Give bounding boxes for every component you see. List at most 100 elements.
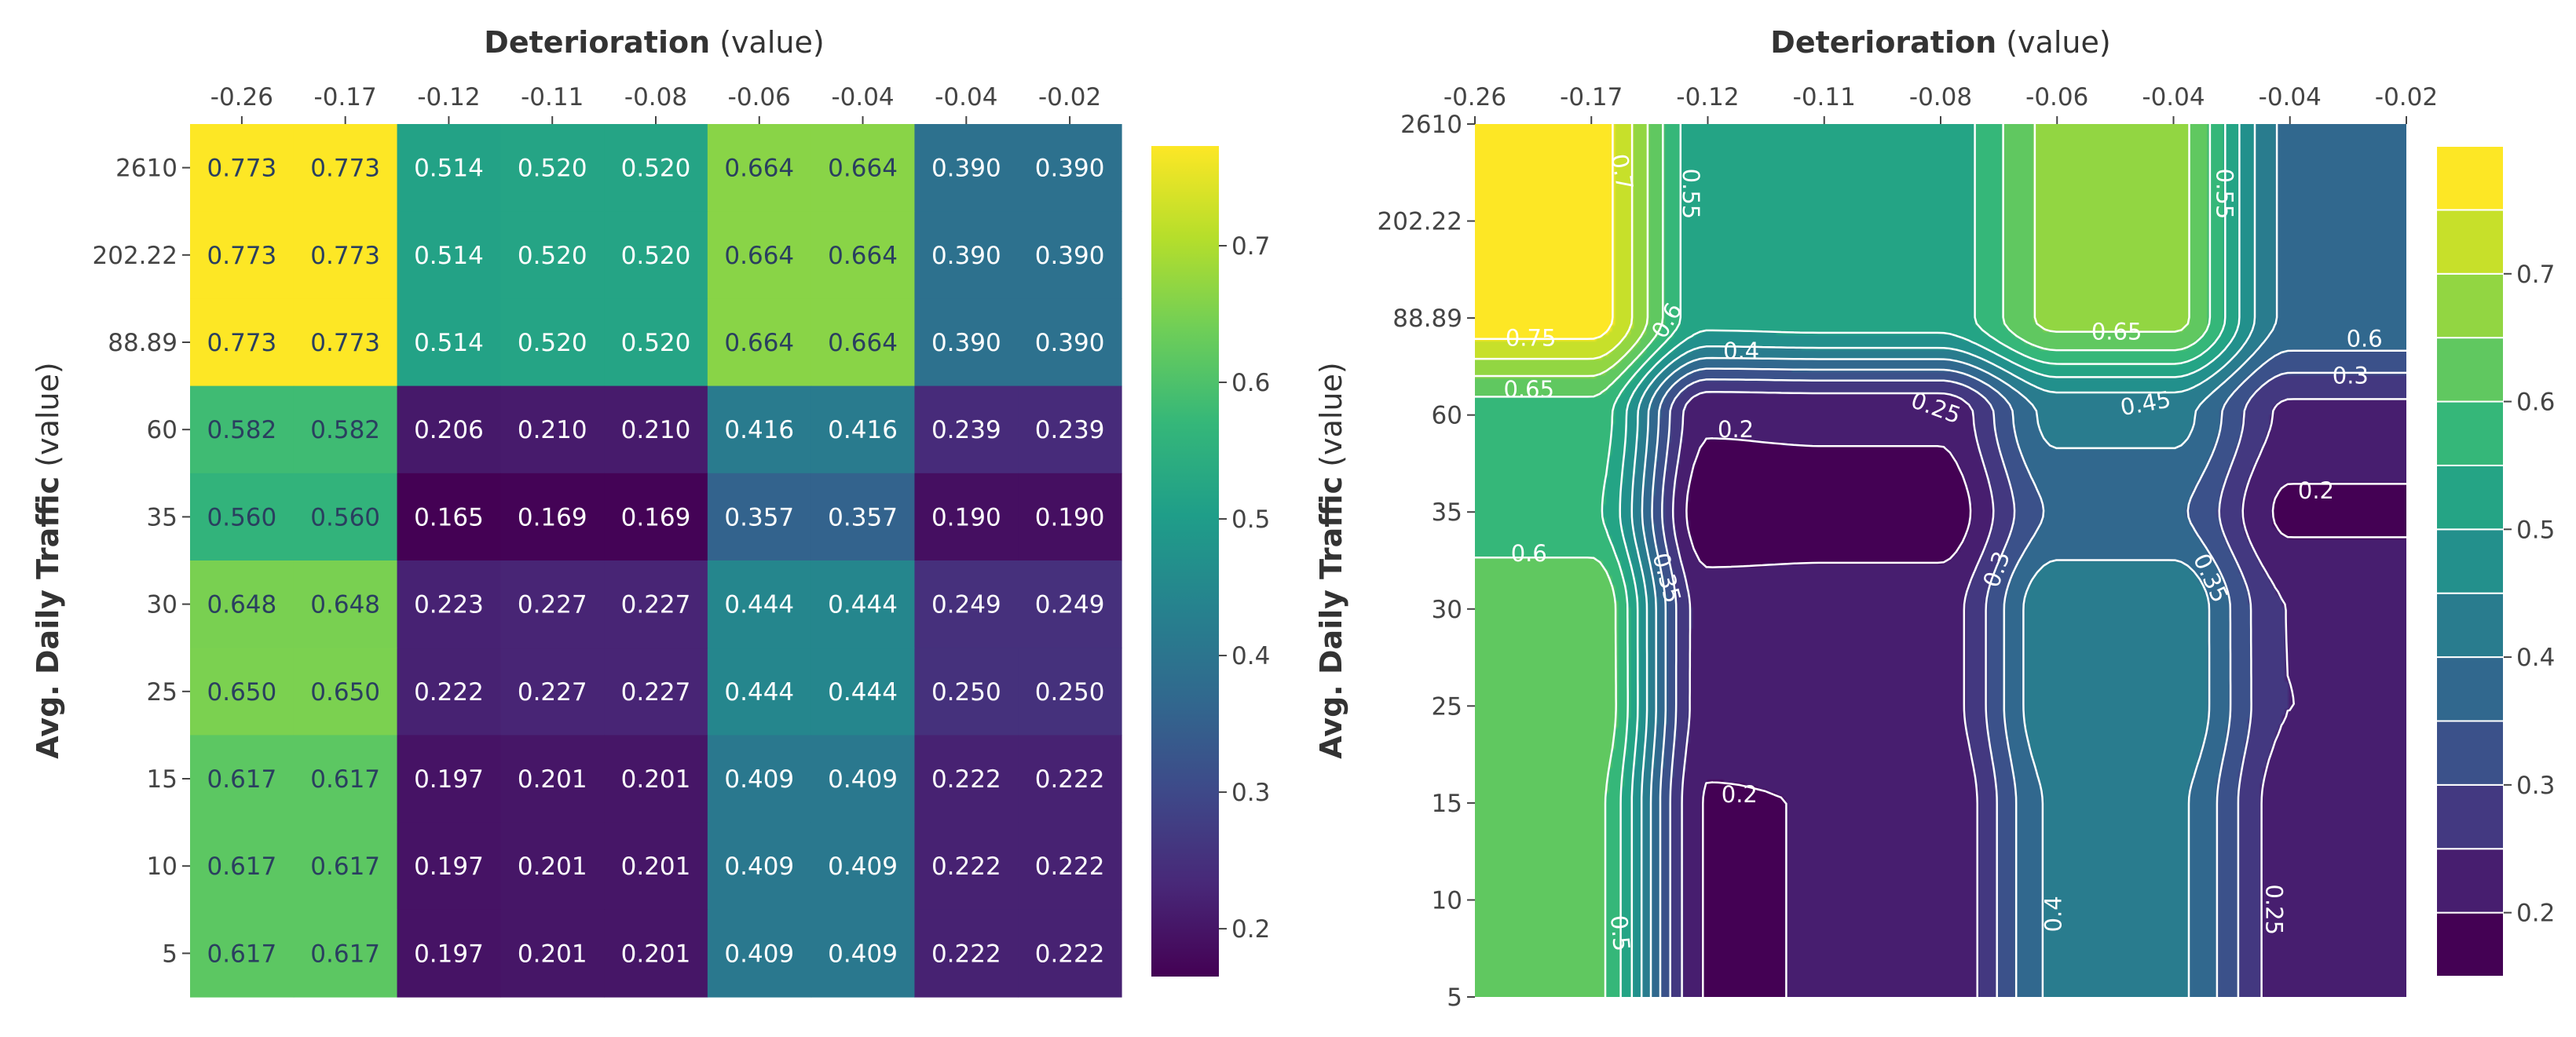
heatmap-cell-label: 0.664: [828, 155, 898, 183]
contour-line: [1475, 124, 2212, 997]
heatmap-cell: [1018, 560, 1122, 648]
x-tick-label: -0.04: [935, 83, 997, 111]
heatmap-cell-label: 0.582: [310, 416, 380, 444]
heatmap-cell: [810, 909, 916, 998]
contour-level-label: 0.7: [1606, 152, 1638, 192]
contour-level-label: 0.65: [2091, 319, 2142, 345]
y-tick-label: 5: [1447, 984, 1462, 1012]
heatmap-cell-label: 0.201: [518, 853, 587, 881]
heatmap-cell-label: 0.409: [828, 765, 898, 794]
heatmap-cell-label: 0.390: [1035, 155, 1105, 183]
contour-plot: 0.7 0.55 0.6 0.55 0.75 0.6 0.4 0.65 0.65 0.25 0.4 5…: [1314, 25, 2438, 1012]
colorbar-tick-label: 0.2: [2516, 900, 2555, 928]
heatmap-cell: [293, 822, 398, 911]
heatmap-cell-label: 0.357: [724, 503, 794, 531]
contour-y-ticks: 2610 202.22 88.89 60 35 30 25 15 10 5: [1378, 111, 1475, 1012]
contour-level-label: 0.6: [1511, 540, 1547, 567]
heatmap-cell-label: 0.190: [931, 503, 1001, 531]
heatmap-x-axis-title: Deterioration (value): [484, 25, 824, 60]
contour-lines: [1475, 124, 2406, 997]
heatmap-colorbar-ticks: 0.2 0.3 0.4 0.5 0.6 0.7: [1219, 232, 1270, 944]
contour-x-ticks: -0.26 -0.17 -0.12 -0.11 -0.08 -0.06 -0.04 -0.04…: [1444, 83, 2438, 124]
y-tick-label: 35: [147, 503, 177, 531]
heatmap-cell-label: 0.206: [414, 416, 484, 444]
heatmap-cell-label: 0.390: [931, 155, 1001, 183]
heatmap-cell-label: 0.773: [310, 329, 380, 357]
x-tick-label: -0.12: [1676, 83, 1739, 111]
contour-line: [1475, 124, 2190, 378]
heatmap-cell-label: 0.648: [310, 591, 380, 619]
heatmap-cell-label: 0.773: [310, 155, 380, 183]
colorbar-band: [2435, 592, 2505, 659]
y-tick-label: 88.89: [108, 329, 177, 357]
heatmap-cell: [810, 211, 916, 299]
heatmap-cell-label: 0.169: [621, 503, 691, 531]
heatmap-cell-label: 0.250: [1035, 678, 1105, 707]
heatmap-cell-label: 0.664: [724, 155, 794, 183]
heatmap-cell: [1018, 211, 1122, 299]
colorbar-tick-label: 0.5: [1231, 506, 1270, 534]
heatmap-cell: [397, 560, 501, 648]
heatmap-cell: [810, 735, 916, 823]
colorbar-band: [2435, 272, 2505, 339]
contour-line: [1619, 124, 2241, 997]
heatmap-cell-label: 0.227: [621, 678, 691, 707]
heatmap-cells: 0.773 0.773 0.514 0.520 0.520 0.664 0.664 0.390…: [190, 124, 1122, 998]
heatmap-cell-label: 0.409: [828, 940, 898, 968]
colorbar-tick-label: 0.5: [2516, 516, 2555, 544]
heatmap-cell-label: 0.650: [310, 678, 380, 707]
contour-level-label: 0.6: [2347, 326, 2383, 352]
heatmap-cell-label: 0.222: [1035, 765, 1105, 794]
y-tick-label: 2610: [1400, 111, 1462, 139]
heatmap-cell-label: 0.617: [310, 940, 380, 968]
heatmap-cell-label: 0.664: [724, 242, 794, 270]
heatmap-cell-label: 0.444: [724, 591, 794, 619]
colorbar-band: [2435, 400, 2505, 466]
heatmap-cell: [190, 211, 295, 299]
heatmap-cell-label: 0.197: [414, 853, 484, 881]
colorbar-tick-label: 0.3: [1231, 779, 1270, 807]
heatmap-cell-label: 0.390: [931, 329, 1001, 357]
heatmap-cell-label: 0.650: [207, 678, 277, 707]
heatmap-cell-label: 0.223: [414, 591, 484, 619]
heatmap-cell: [190, 648, 295, 736]
heatmap-cell: [707, 298, 812, 387]
heatmap-cell-label: 0.664: [828, 329, 898, 357]
heatmap-cell: [293, 560, 398, 648]
contour-level-label: 0.65: [1503, 376, 1554, 403]
heatmap-colorbar: 0.2 0.3 0.4 0.5 0.6 0.7: [1151, 146, 1270, 977]
heatmap-cell: [500, 909, 605, 998]
contour-level-label: 0.2: [2298, 477, 2334, 504]
heatmap-cell-label: 0.197: [414, 765, 484, 794]
heatmap-cell: [707, 385, 812, 474]
heatmap-cell: [397, 735, 501, 823]
colorbar-tick-label: 0.4: [1231, 642, 1270, 670]
heatmap-cell: [604, 385, 708, 474]
y-tick-label: 88.89: [1392, 305, 1462, 333]
heatmap-cell-label: 0.409: [724, 940, 794, 968]
heatmap-cell-label: 0.664: [828, 242, 898, 270]
heatmap-cell-label: 0.514: [414, 329, 484, 357]
heatmap-cell-label: 0.520: [621, 155, 691, 183]
heatmap-cell-label: 0.520: [621, 242, 691, 270]
y-tick-label: 60: [147, 416, 177, 444]
heatmap-cell: [1018, 385, 1122, 474]
heatmap-cell-label: 0.239: [1035, 416, 1105, 444]
heatmap-cell: [914, 735, 1019, 823]
contour-level-label: 0.2: [1722, 781, 1758, 808]
y-tick-label: 2610: [115, 155, 177, 183]
colorbar-tick-label: 0.2: [1231, 915, 1270, 944]
heatmap-cell: [190, 560, 295, 648]
heatmap-cell-label: 0.409: [724, 853, 794, 881]
heatmap-cell-label: 0.617: [310, 765, 380, 794]
heatmap-cell-label: 0.648: [207, 591, 277, 619]
colorbar-tick-label: 0.7: [1231, 232, 1270, 261]
contour-line: [1630, 124, 2256, 997]
colorbar-band: [2435, 911, 2505, 977]
contour-line: [1641, 124, 2278, 997]
heatmap-cell: [1018, 298, 1122, 387]
heatmap-cell-label: 0.560: [207, 503, 277, 531]
heatmap-cell: [914, 473, 1019, 561]
heatmap-cell: [914, 560, 1019, 648]
